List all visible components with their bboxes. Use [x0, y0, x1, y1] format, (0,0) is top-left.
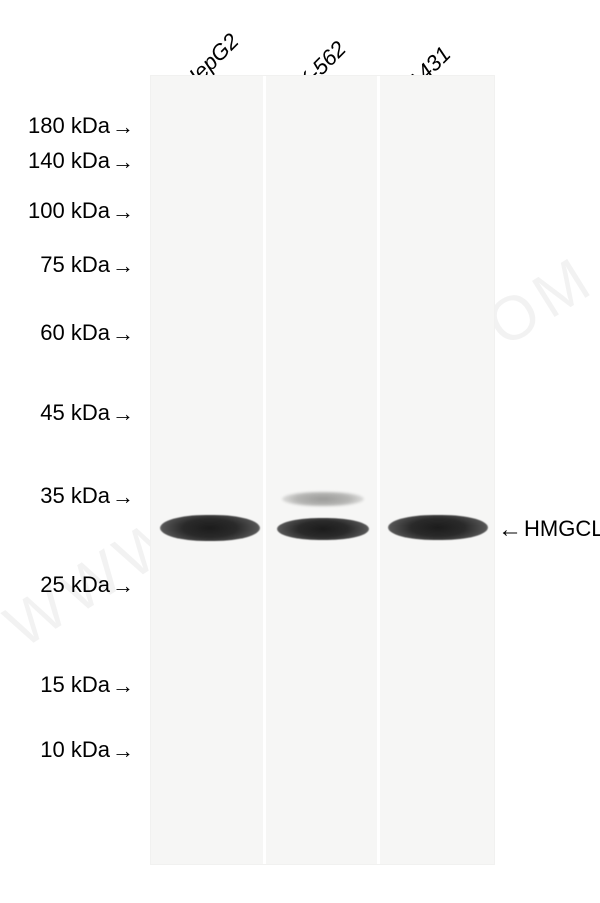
arrow-right-icon: → — [112, 114, 134, 140]
mw-marker-label: 100 kDa — [0, 198, 110, 224]
mw-marker-label: 35 kDa — [0, 483, 110, 509]
arrow-right-icon: → — [112, 321, 134, 347]
mw-marker-label: 25 kDa — [0, 572, 110, 598]
mw-marker: 10 kDa → — [0, 737, 134, 763]
lane-divider — [377, 76, 380, 864]
figure-container: WWW.PTGLAB.COM HepG2 K-562 A431 180 kDa … — [0, 0, 600, 903]
protein-band — [160, 515, 260, 541]
mw-marker: 60 kDa → — [0, 320, 134, 346]
arrow-right-icon: → — [112, 199, 134, 225]
arrow-right-icon: → — [112, 484, 134, 510]
mw-marker: 45 kDa → — [0, 400, 134, 426]
mw-marker: 180 kDa → — [0, 113, 134, 139]
arrow-right-icon: → — [112, 401, 134, 427]
mw-marker: 15 kDa → — [0, 672, 134, 698]
mw-marker-label: 60 kDa — [0, 320, 110, 346]
mw-marker: 100 kDa → — [0, 198, 134, 224]
arrow-right-icon: → — [112, 253, 134, 279]
mw-marker: 140 kDa → — [0, 148, 134, 174]
protein-band — [277, 518, 369, 540]
arrow-right-icon: → — [112, 573, 134, 599]
protein-band — [388, 515, 488, 540]
arrow-right-icon: → — [112, 738, 134, 764]
mw-marker-label: 180 kDa — [0, 113, 110, 139]
mw-marker-label: 15 kDa — [0, 672, 110, 698]
mw-marker: 35 kDa → — [0, 483, 134, 509]
mw-marker-label: 10 kDa — [0, 737, 110, 763]
protein-band-faint — [282, 492, 364, 506]
arrow-left-icon: ← — [498, 516, 522, 544]
target-annotation: ← HMGCL — [498, 516, 600, 542]
arrow-right-icon: → — [112, 673, 134, 699]
mw-marker-label: 140 kDa — [0, 148, 110, 174]
western-blot-membrane — [150, 75, 495, 865]
mw-marker: 75 kDa → — [0, 252, 134, 278]
mw-marker-label: 45 kDa — [0, 400, 110, 426]
mw-marker-label: 75 kDa — [0, 252, 110, 278]
lane-divider — [263, 76, 266, 864]
arrow-right-icon: → — [112, 149, 134, 175]
mw-marker: 25 kDa → — [0, 572, 134, 598]
target-label: HMGCL — [524, 516, 600, 542]
